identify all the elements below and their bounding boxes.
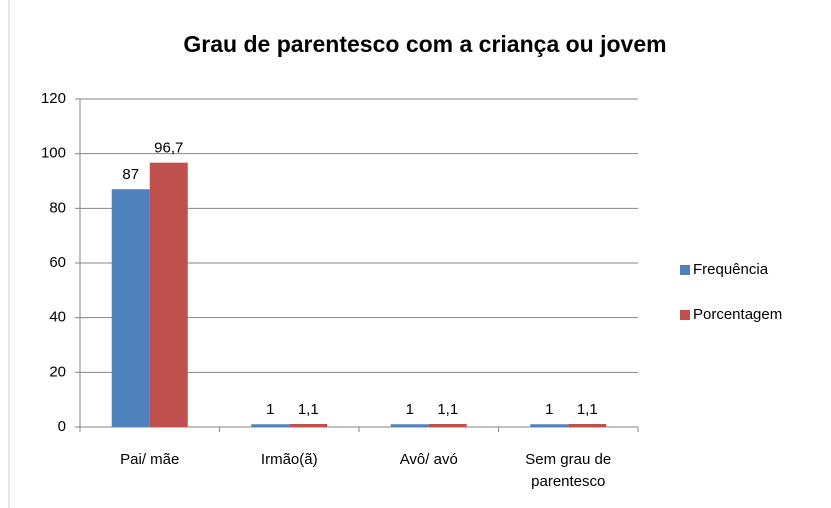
legend-label: Frequência (693, 261, 769, 278)
legend-label: Porcentagem (693, 306, 782, 323)
bar (149, 162, 188, 428)
x-tick-label: Avô/ avó (399, 451, 458, 468)
data-label: 1,1 (298, 401, 319, 418)
y-tick-label: 120 (41, 90, 66, 107)
legend-swatch (680, 310, 690, 320)
bar (390, 424, 429, 427)
bar (251, 424, 290, 427)
data-label: 87 (122, 166, 139, 183)
bar (568, 423, 607, 427)
data-label: 1,1 (577, 401, 598, 418)
y-tick-label: 60 (49, 254, 66, 271)
data-label: 96,7 (154, 140, 183, 157)
bar (289, 423, 328, 427)
data-label: 1,1 (437, 401, 458, 418)
bar (530, 424, 569, 427)
x-tick-label: Pai/ mãe (120, 451, 180, 468)
bar (428, 423, 467, 427)
chart-title: Grau de parentesco com a criança ou jove… (183, 31, 666, 57)
data-label: 1 (266, 401, 274, 418)
y-tick-label: 80 (49, 199, 66, 216)
y-tick-label: 40 (49, 309, 66, 326)
x-tick-label: Irmão(ã) (260, 451, 318, 468)
data-label: 1 (406, 401, 414, 418)
y-tick-label: 20 (49, 363, 66, 380)
bar (111, 189, 150, 427)
y-tick-label: 0 (58, 418, 66, 435)
y-tick-label: 100 (41, 145, 66, 162)
data-label: 1 (545, 401, 553, 418)
legend-swatch (680, 265, 690, 275)
x-tick-label: Sem grau de parentesco (525, 451, 612, 490)
